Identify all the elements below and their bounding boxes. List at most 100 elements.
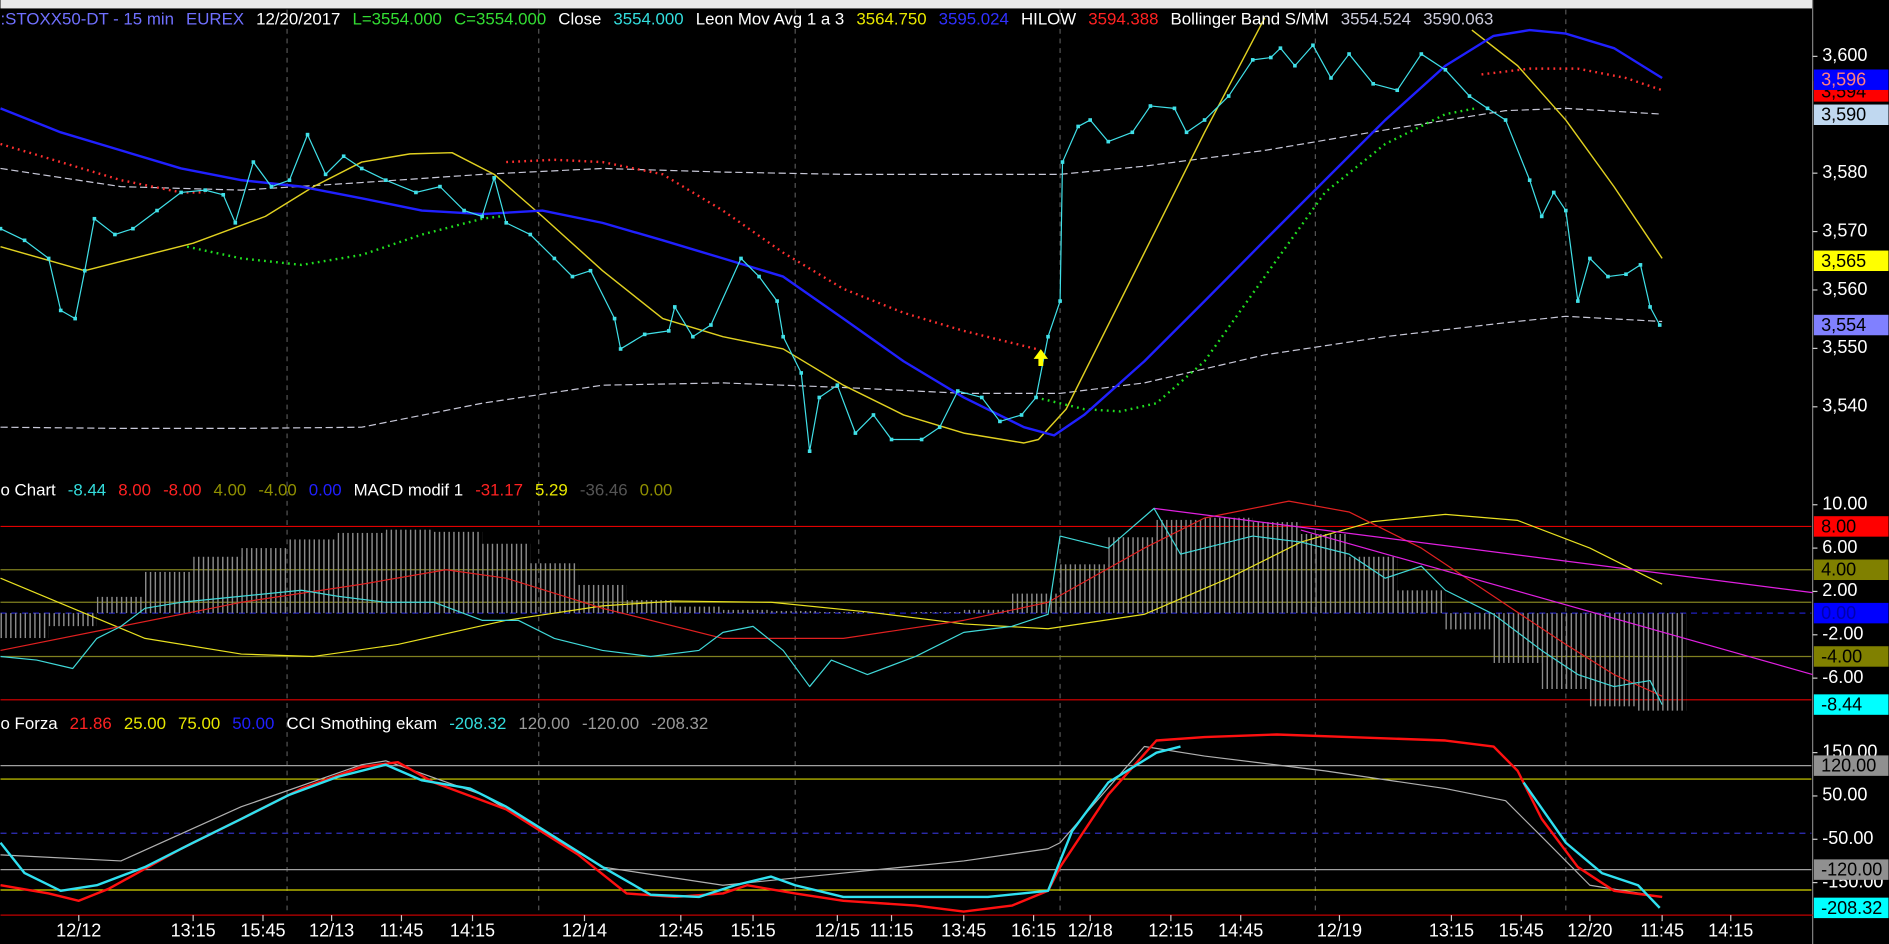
x-tick-label: 15:15 <box>730 921 775 941</box>
x-tick-label: 15:45 <box>240 921 285 941</box>
value-box <box>1813 314 1889 336</box>
value-box-label: 0.00 <box>1821 603 1856 623</box>
price-dot <box>1539 214 1544 219</box>
value-box-label: -4.00 <box>1821 646 1862 666</box>
value-box-label: 3,596 <box>1821 70 1866 90</box>
price-dot <box>73 316 77 321</box>
price-dot <box>1088 118 1092 122</box>
y-tick-label: 50.00 <box>1822 785 1867 805</box>
price-dot <box>528 232 533 237</box>
legend-item: 5.29 <box>535 481 568 500</box>
series-line <box>1153 507 1813 594</box>
value-box-label: 120.00 <box>1821 756 1876 776</box>
price-dot <box>757 274 761 279</box>
price-dot <box>0 226 3 231</box>
legend-item: 75.00 <box>178 714 220 733</box>
price-dot <box>672 305 677 309</box>
price-dot <box>305 132 310 137</box>
price-dot <box>1184 130 1189 135</box>
price-dot <box>691 334 695 339</box>
x-tick-label: 14:15 <box>450 921 495 941</box>
x-tick-label: 11:45 <box>1640 921 1684 941</box>
price-dot <box>92 216 97 221</box>
price-dot <box>1588 256 1592 261</box>
value-box-label: 4.00 <box>1821 560 1856 580</box>
price-dot <box>775 299 779 303</box>
series-line <box>0 500 1663 697</box>
histogram-bar <box>289 539 338 614</box>
histogram-bar <box>1397 590 1446 614</box>
price-dot <box>919 437 924 442</box>
x-tick-label: 12:45 <box>658 921 703 941</box>
legend-item: 21.86 <box>70 714 112 733</box>
price-dot <box>58 308 63 313</box>
price-dot <box>155 208 159 213</box>
legend-item: :STOXX50-DT - 15 min <box>1 10 175 29</box>
price-dot <box>618 347 623 351</box>
legend-item: -8.44 <box>68 481 106 500</box>
histogram-bar <box>1638 613 1687 711</box>
value-box-label: -120.00 <box>1821 860 1882 880</box>
value-box-label: -208.32 <box>1821 898 1882 918</box>
y-tick-label: 3,560 <box>1822 279 1867 299</box>
price-dot <box>1657 323 1662 327</box>
series-line <box>0 28 1663 437</box>
y-tick-label: 6.00 <box>1822 537 1857 557</box>
series-line <box>0 67 1663 351</box>
price-dot <box>22 238 27 243</box>
price-dot <box>853 431 858 435</box>
price-dot <box>1293 63 1297 68</box>
price-dot <box>1076 124 1080 129</box>
legend-item: 50.00 <box>232 714 274 733</box>
price-dot <box>46 256 51 261</box>
price-dot <box>998 419 1002 424</box>
x-tick-label: 12/15 <box>815 921 860 941</box>
value-box <box>1813 250 1889 272</box>
price-dot <box>341 154 346 159</box>
legend-item: 3554.524 <box>1341 10 1411 29</box>
price-dot <box>666 329 671 333</box>
price-dot <box>233 221 238 225</box>
value-box-label: 3,565 <box>1821 251 1866 271</box>
legend-item: -36.46 <box>580 481 628 500</box>
legend-item: L=3554.000 <box>352 10 441 29</box>
y-tick-label: 3,570 <box>1822 220 1867 240</box>
x-tick-label: 14:15 <box>1708 921 1753 941</box>
series-line <box>0 513 1663 658</box>
series-line <box>0 507 1663 705</box>
price-dot <box>588 268 593 273</box>
price-dot <box>131 226 135 231</box>
price-dot <box>384 178 388 182</box>
value-box <box>1813 516 1889 537</box>
price-dot <box>1347 52 1351 56</box>
price-dot <box>438 184 442 189</box>
price-dot <box>1060 160 1065 164</box>
price-dot <box>492 176 496 180</box>
price-dot <box>1576 299 1580 303</box>
price-dot <box>781 334 785 339</box>
histogram-bar <box>1300 534 1350 614</box>
value-box-label: 8.00 <box>1821 516 1856 536</box>
legend-item: -4.00 <box>258 481 296 500</box>
y-tick-label: 10.00 <box>1822 494 1867 514</box>
price-dot <box>642 332 647 337</box>
price-dot <box>1058 299 1062 303</box>
x-tick-label: 16:15 <box>1011 921 1056 941</box>
y-tick-label: 3,580 <box>1822 162 1867 182</box>
value-box-label: 3,590 <box>1821 105 1866 125</box>
legend-item: 3554.000 <box>613 10 683 29</box>
legend-item: -8.00 <box>163 481 201 500</box>
price-dot <box>552 256 557 261</box>
histogram-bar <box>674 606 723 614</box>
legend-item: o Forza <box>1 714 59 733</box>
legend-item: HILOW <box>1021 10 1076 29</box>
x-tick-label: 12:15 <box>1148 921 1193 941</box>
histogram-bar <box>385 529 434 614</box>
y-tick-label: -50.00 <box>1822 828 1873 848</box>
price-dot <box>1019 413 1024 417</box>
y-tick-label: 2.00 <box>1822 580 1857 600</box>
price-dot <box>504 221 509 225</box>
price-dot <box>1034 395 1038 400</box>
histogram-bar <box>96 596 145 614</box>
legend-item: 0.00 <box>309 481 342 500</box>
